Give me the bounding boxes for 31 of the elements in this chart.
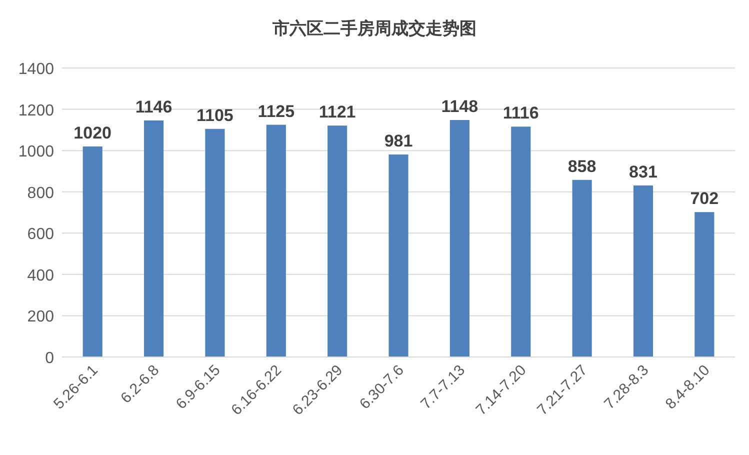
y-tick-label: 800 (27, 184, 54, 202)
data-label: 981 (384, 131, 413, 150)
data-label: 1146 (135, 97, 172, 116)
data-label: 858 (568, 156, 596, 176)
bar (572, 180, 592, 357)
bar (694, 212, 714, 357)
data-label: 702 (690, 189, 719, 208)
bar (144, 120, 164, 357)
bar (82, 146, 102, 357)
bar (328, 126, 348, 357)
data-label: 1105 (196, 106, 234, 125)
bar (633, 185, 654, 357)
y-tick-label: 400 (27, 267, 54, 284)
data-label: 1148 (441, 97, 478, 116)
data-label: 1020 (74, 123, 112, 142)
data-label: 831 (629, 162, 658, 182)
bar (450, 120, 470, 357)
bar (266, 124, 286, 357)
y-tick-label: 1400 (18, 61, 54, 78)
bar (511, 126, 531, 357)
y-tick-label: 1000 (18, 144, 54, 161)
y-tick-label: 200 (27, 308, 54, 326)
y-tick-label: 600 (27, 226, 54, 244)
y-tick-label: 0 (45, 350, 54, 367)
data-label: 1125 (258, 102, 295, 121)
data-label: 1121 (318, 102, 356, 122)
bar (388, 154, 408, 357)
data-label: 1116 (502, 104, 539, 123)
chart-title: 市六区二手房周成交走势图 (272, 19, 476, 38)
bar (205, 128, 225, 357)
y-tick-label: 1200 (18, 102, 54, 120)
